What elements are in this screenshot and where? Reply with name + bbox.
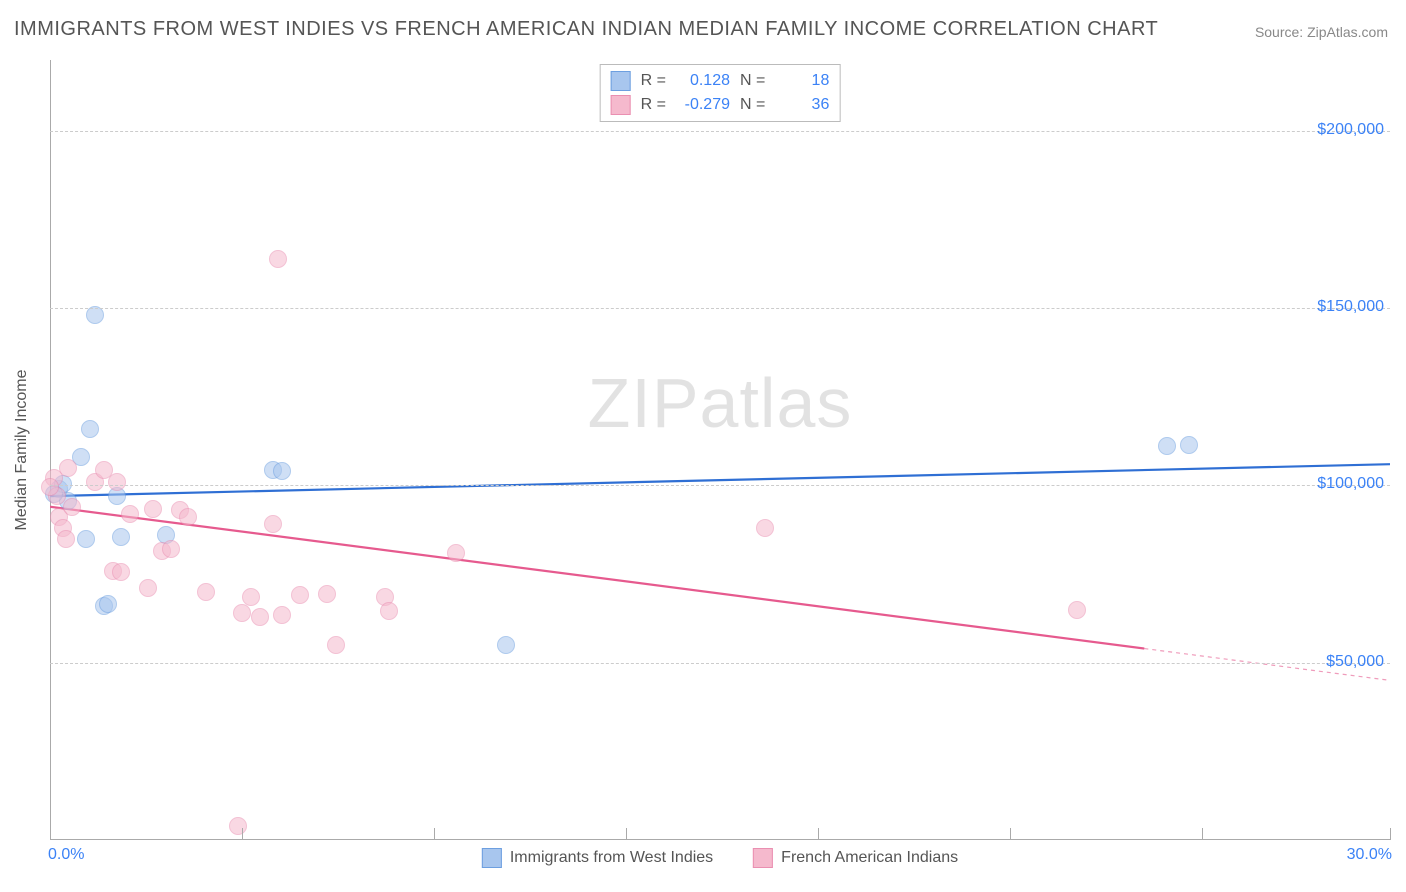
scatter-point-series-1 xyxy=(273,606,291,624)
scatter-point-series-1 xyxy=(291,586,309,604)
scatter-point-series-1 xyxy=(233,604,251,622)
legend-label-1: French American Indians xyxy=(781,849,958,867)
scatter-point-series-0 xyxy=(99,595,117,613)
scatter-point-series-0 xyxy=(77,530,95,548)
scatter-point-series-0 xyxy=(112,528,130,546)
scatter-point-series-1 xyxy=(144,500,162,518)
x-gridmark xyxy=(50,828,51,840)
scatter-point-series-1 xyxy=(139,579,157,597)
scatter-point-series-1 xyxy=(264,515,282,533)
scatter-point-series-1 xyxy=(327,636,345,654)
legend-item-1: French American Indians xyxy=(753,848,958,868)
x-tick-max: 30.0% xyxy=(1347,846,1392,864)
scatter-point-series-1 xyxy=(41,478,59,496)
source-attribution: Source: ZipAtlas.com xyxy=(1255,24,1388,40)
legend-label-0: Immigrants from West Indies xyxy=(510,849,713,867)
y-tick-label: $50,000 xyxy=(1326,653,1384,671)
scatter-point-series-1 xyxy=(162,540,180,558)
x-gridmark xyxy=(1202,828,1203,840)
x-gridmark xyxy=(626,828,627,840)
scatter-point-series-0 xyxy=(1158,437,1176,455)
scatter-point-series-1 xyxy=(229,817,247,835)
scatter-point-series-1 xyxy=(57,530,75,548)
x-gridmark xyxy=(1390,828,1391,840)
scatter-point-series-1 xyxy=(179,508,197,526)
scatter-point-series-1 xyxy=(318,585,336,603)
x-gridmark xyxy=(434,828,435,840)
gridline xyxy=(50,663,1390,664)
scatter-point-series-1 xyxy=(380,602,398,620)
scatter-point-series-1 xyxy=(59,459,77,477)
chart-title: IMMIGRANTS FROM WEST INDIES VS FRENCH AM… xyxy=(14,18,1158,41)
x-gridmark xyxy=(242,828,243,840)
scatter-point-series-1 xyxy=(121,505,139,523)
x-gridmark xyxy=(818,828,819,840)
scatter-point-series-0 xyxy=(81,420,99,438)
plot-container xyxy=(50,60,1390,840)
scatter-point-series-1 xyxy=(63,498,81,516)
x-tick-min: 0.0% xyxy=(48,846,84,864)
y-tick-label: $100,000 xyxy=(1317,475,1384,493)
scatter-point-series-0 xyxy=(1180,436,1198,454)
scatter-point-series-1 xyxy=(756,519,774,537)
legend-swatch-0 xyxy=(482,848,502,868)
gridline xyxy=(50,485,1390,486)
scatter-point-series-1 xyxy=(112,563,130,581)
scatter-point-series-1 xyxy=(269,250,287,268)
legend-bottom: Immigrants from West Indies French Ameri… xyxy=(482,848,958,868)
y-tick-label: $150,000 xyxy=(1317,298,1384,316)
scatter-point-series-0 xyxy=(497,636,515,654)
y-tick-label: $200,000 xyxy=(1317,121,1384,139)
scatter-point-series-1 xyxy=(447,544,465,562)
gridline xyxy=(50,308,1390,309)
y-axis-label: Median Family Income xyxy=(13,370,31,531)
scatter-point-series-1 xyxy=(251,608,269,626)
legend-item-0: Immigrants from West Indies xyxy=(482,848,713,868)
scatter-point-series-0 xyxy=(273,462,291,480)
gridline xyxy=(50,131,1390,132)
scatter-point-series-1 xyxy=(1068,601,1086,619)
chart-area: Median Family Income ZIPatlas R = 0.128 … xyxy=(50,60,1390,840)
x-gridmark xyxy=(1010,828,1011,840)
legend-swatch-1 xyxy=(753,848,773,868)
scatter-point-series-1 xyxy=(197,583,215,601)
scatter-point-series-1 xyxy=(242,588,260,606)
scatter-point-series-1 xyxy=(108,473,126,491)
